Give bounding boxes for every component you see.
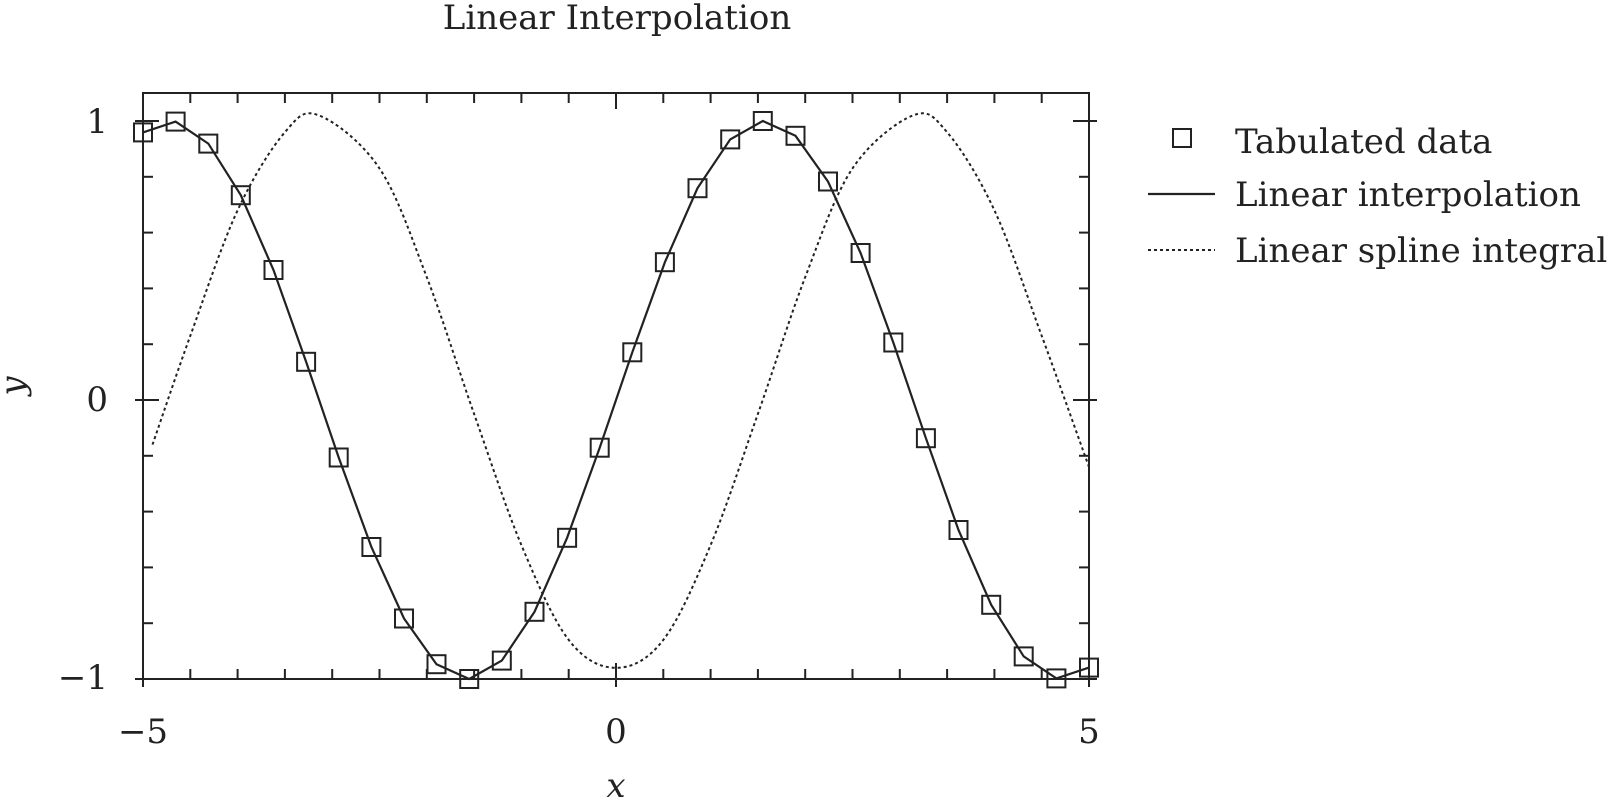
data-point-marker [491, 650, 512, 671]
data-point-marker [230, 185, 251, 206]
data-point-marker [524, 601, 545, 622]
data-point-marker [915, 428, 936, 449]
y-axis-label: y [0, 376, 33, 398]
data-point-marker [361, 537, 382, 557]
y-tick-label-1: 1 [86, 102, 108, 142]
data-point-marker [981, 594, 1002, 615]
legend-label-linear-spline-integral: Linear spline integral [1235, 231, 1607, 271]
series-group [133, 111, 1099, 689]
minor-ticks [142, 93, 1090, 680]
plot-frame [142, 92, 1090, 680]
data-point-marker [818, 171, 838, 192]
legend-label-tabulated-data: Tabulated data [1235, 122, 1492, 162]
legend: Tabulated data Linear interpolation Line… [1148, 122, 1607, 271]
x-tick-label-neg5: −5 [118, 712, 168, 752]
data-point-marker [622, 342, 643, 363]
legend-label-linear-interpolation: Linear interpolation [1235, 175, 1581, 215]
data-point-marker [165, 111, 186, 132]
data-point-marker [263, 260, 284, 280]
data-point-marker [557, 527, 578, 548]
data-point-marker [752, 111, 773, 131]
series-linear-spline-integral [151, 112, 1090, 669]
data-point-marker [1013, 646, 1034, 667]
data-point-marker [654, 252, 675, 273]
data-point-marker [850, 243, 871, 263]
legend-marker-square [1172, 128, 1192, 148]
data-point-marker [720, 129, 741, 150]
data-point-marker [785, 125, 806, 146]
series-linear-interpolation [142, 119, 1090, 681]
data-point-marker [883, 332, 904, 353]
data-point-marker [948, 520, 969, 540]
data-point-marker [198, 133, 219, 154]
data-point-marker [133, 122, 153, 143]
data-point-marker [328, 447, 349, 468]
chart-title: Linear Interpolation [443, 0, 791, 38]
y-tick-label-0: 0 [86, 380, 108, 420]
data-point-marker [459, 669, 480, 689]
data-point-marker [296, 351, 317, 372]
major-ticks [135, 93, 1097, 687]
y-tick-label-neg1: −1 [58, 658, 108, 698]
data-point-marker [687, 178, 708, 199]
data-point-marker [394, 608, 414, 629]
data-point-marker [426, 654, 447, 675]
series-tabulated-data [133, 111, 1099, 689]
data-point-marker [1046, 668, 1067, 689]
data-point-marker [589, 437, 610, 458]
x-tick-label-5: 5 [1078, 712, 1100, 752]
x-tick-label-0: 0 [605, 712, 627, 752]
x-axis-label: x [606, 766, 625, 805]
data-point-marker [1079, 657, 1099, 678]
